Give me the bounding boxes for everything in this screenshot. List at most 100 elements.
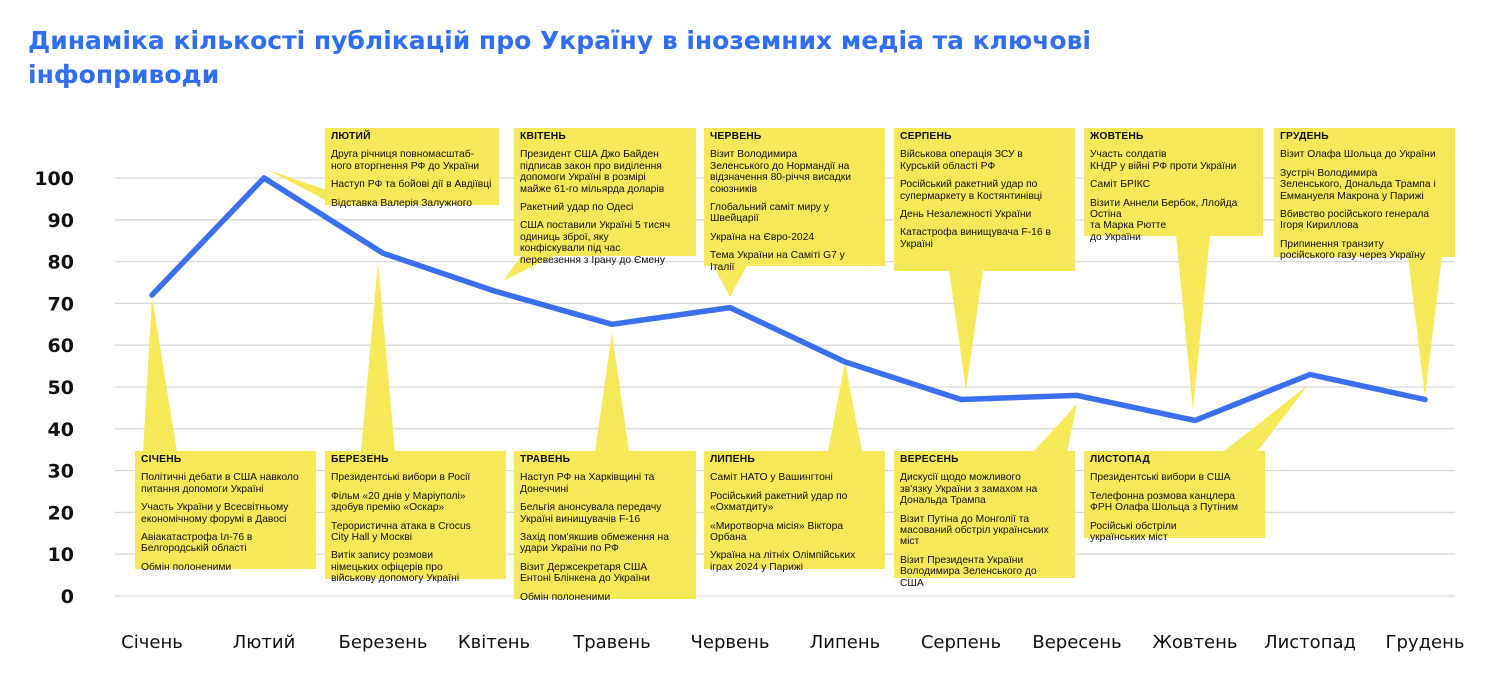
callout-month: ЛЮТИЙ: [331, 131, 371, 142]
x-tick-label: Квітень: [458, 632, 530, 653]
data-point: [958, 396, 964, 403]
x-tick-label: Січень: [121, 632, 183, 653]
callout-4: ТРАВЕНЬ Наступ РФ на Харківщині та Донечч…: [514, 451, 696, 603]
y-tick-label: 60: [48, 335, 74, 357]
callout-event: Катастрофа винищувача F-16 в Україні: [900, 227, 1051, 250]
callout-month: ВЕРЕСЕНЬ: [900, 454, 959, 465]
callout-event: Бельгія анонсувала передачу Україні вини…: [520, 502, 662, 525]
callout-month: ЧЕРВЕНЬ: [710, 131, 762, 142]
callout-event: Телефонна розмова канцлера ФРН Олафа Шол…: [1090, 490, 1239, 514]
data-point: [380, 250, 386, 256]
callout-pointer: [503, 255, 556, 281]
series-line-layer: [149, 175, 1428, 424]
callout-5: ЧЕРВЕНЬ Візит Володимира Зеленського до Н…: [704, 128, 885, 273]
data-point: [491, 288, 497, 294]
data-point: [1192, 417, 1198, 423]
callout-event: Дискусії щодо можливого зв'язку України …: [900, 472, 1038, 507]
callout-0: СІЧЕНЬ Політичні дебати в США навколо пит…: [135, 451, 316, 573]
data-point: [727, 305, 733, 311]
callout-event: Політичні дебати в США навколо питання д…: [141, 472, 299, 495]
x-tick-label: Грудень: [1386, 632, 1465, 653]
callout-pointers: [143, 170, 1442, 452]
y-tick-label: 0: [61, 586, 74, 608]
callout-month: ЛИПЕНЬ: [710, 454, 755, 465]
callout-event: Тема України на Саміті G7 у Італії: [710, 250, 845, 273]
callout-month: СЕРПЕНЬ: [900, 131, 952, 142]
callout-month: КВІТЕНЬ: [520, 131, 566, 142]
y-tick-label: 20: [48, 502, 74, 524]
callout-7: СЕРПЕНЬ Військова операція ЗСУ в Курській…: [894, 128, 1075, 271]
callout-pointer: [828, 362, 862, 452]
callout-event: Відставка Валерія Залужного: [331, 197, 472, 209]
callout-event: Саміт НАТО у Вашингтоні: [710, 472, 833, 484]
callout-event: Участь України у Всесвітньому економічно…: [141, 502, 289, 525]
callout-event: Глобальний саміт миру у Швейцарії: [710, 202, 830, 225]
callout-6: ЛИПЕНЬ Саміт НАТО у Вашингтоні Російський …: [704, 451, 885, 573]
callout-event: Візит Держсекретаря США Ентоні Блінкена …: [520, 561, 650, 585]
callout-event: Захід пом'якшив обмеження на удари Украї…: [520, 532, 669, 555]
callout-event: Російські обстріли українських міст: [1090, 520, 1177, 544]
series-line: [149, 175, 1428, 424]
callout-event: Обмін полоненими: [141, 561, 232, 573]
data-point: [1074, 392, 1080, 398]
x-axis-labels: Січень Лютий Березень Квітень Травень Червень…: [121, 632, 1464, 653]
data-point: [1422, 396, 1428, 403]
callout-11: ГРУДЕНЬ Візит Олафа Шольца до України Зуст…: [1274, 128, 1455, 261]
x-tick-label: Жовтень: [1153, 632, 1238, 653]
callout-event: Наступ РФ та бойові дії в Авдіївці: [331, 179, 492, 191]
callout-event: Президент США Джо Байден підписав закон …: [520, 149, 665, 195]
callout-event: США поставили Україні 5 тисяч одиниць зб…: [520, 220, 671, 266]
callout-event: Друга річниця повномасштаб- ного вторгне…: [331, 149, 480, 172]
callout-event: Російський ракетний удар по «Охматдиту»: [710, 490, 848, 514]
callout-pointer: [1408, 256, 1442, 397]
data-point: [842, 359, 848, 365]
callout-event: Військова операція ЗСУ в Курській област…: [900, 149, 1023, 172]
x-tick-label: Березень: [339, 632, 428, 653]
y-tick-label: 80: [48, 252, 74, 274]
callout-event: Терористична атака в Crocus City Hall у …: [331, 520, 471, 544]
callout-pointer: [1033, 404, 1077, 452]
data-point: [149, 292, 155, 298]
callout-pointer: [361, 262, 395, 452]
callout-event: Вбивство російського генерала Ігоря Кири…: [1280, 209, 1430, 232]
y-tick-label: 90: [48, 210, 74, 232]
callout-pointer: [713, 265, 747, 297]
x-tick-label: Серпень: [921, 632, 1001, 653]
callout-month: СІЧЕНЬ: [141, 454, 182, 465]
callout-10: ЛИСТОПАД Президентські вибори в США Телефо…: [1084, 451, 1265, 543]
x-tick-label: Липень: [810, 632, 880, 653]
callout-pointer: [595, 333, 629, 452]
callout-event: Візит Олафа Шольца до України: [1280, 149, 1436, 161]
callout-event: Візити Аннели Бербок, Ллойда Остіна та М…: [1090, 197, 1238, 243]
data-point: [261, 175, 267, 181]
callout-month: ГРУДЕНЬ: [1280, 131, 1329, 142]
callout-event: Президентські вибори в Росії: [331, 472, 471, 484]
x-tick-label: Вересень: [1032, 632, 1121, 653]
callout-event: Наступ РФ на Харківщині та Донеччині: [520, 472, 655, 495]
callout-pointer: [949, 270, 983, 390]
callout-event: Візит Президента України Володимира Зеле…: [900, 554, 1037, 589]
callout-event: Обмін полоненими: [520, 591, 611, 603]
y-tick-label: 70: [48, 293, 74, 315]
callout-event: «Миротворча місія» Віктора Орбана: [710, 520, 844, 544]
callout-event: Візит Путіна до Монголії та масований об…: [900, 513, 1049, 548]
callout-pointer: [1176, 235, 1210, 410]
callout-event: Припинення транзиту російського газу чер…: [1280, 238, 1426, 262]
chart-title: Динаміка кількості публікацій про Україн…: [28, 26, 1091, 89]
y-tick-label: 100: [34, 168, 74, 190]
y-tick-label: 40: [48, 419, 74, 441]
callout-event: Російський ракетний удар по супермаркету…: [900, 179, 1042, 202]
callout-event: Ракетний удар по Одесі: [520, 202, 634, 214]
x-tick-label: Лютий: [233, 632, 296, 653]
callout-pointer: [1223, 385, 1308, 452]
y-axis-labels: 0 10 20 30 40 50 60 70 80 90 100: [34, 168, 74, 608]
callout-event: Витік запису розмови німецьких офіцерів …: [331, 550, 460, 585]
x-tick-label: Травень: [572, 632, 651, 653]
callout-event: Участь солдатів КНДР у війні РФ проти Ук…: [1090, 149, 1237, 172]
callout-month: ТРАВЕНЬ: [520, 454, 571, 465]
callout-month: ЖОВТЕНЬ: [1090, 131, 1144, 142]
callout-event: Україна на літніх Олімпійських іграх 202…: [710, 550, 856, 573]
callout-1: ЛЮТИЙ Друга річниця повномасштаб- ного вт…: [325, 128, 499, 209]
callout-2: БЕРЕЗЕНЬ Президентські вибори в Росії Філь…: [325, 451, 506, 584]
